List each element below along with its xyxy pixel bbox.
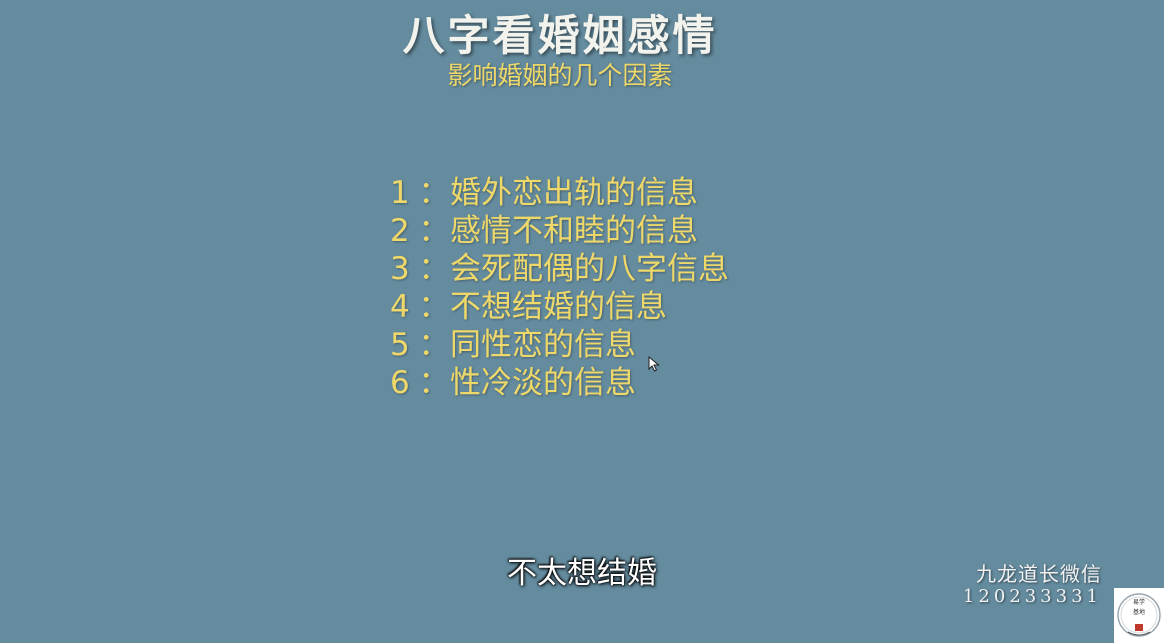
seal-logo-icon: 易学 基地 (1114, 588, 1164, 643)
item-separator: ： (418, 365, 450, 401)
item-number: 5 (390, 327, 410, 363)
slide-title: 八字看婚姻感情 (402, 11, 718, 60)
item-number: 2 (390, 213, 410, 249)
item-separator: ： (418, 251, 450, 287)
item-separator: ： (418, 213, 450, 249)
item-number: 6 (390, 365, 410, 401)
item-number: 1 (390, 175, 410, 211)
subtitle-caption: 不太想结婚 (507, 556, 657, 591)
list-item: 1 ：婚外恋出轨的信息 (390, 174, 729, 212)
item-separator: ： (418, 327, 450, 363)
item-text: 性冷淡的信息 (450, 365, 636, 401)
list-item: 2 ：感情不和睦的信息 (390, 212, 729, 250)
item-text: 同性恋的信息 (450, 327, 636, 363)
watermark-id: 120233331 (962, 586, 1102, 607)
item-separator: ： (418, 289, 450, 325)
watermark-label: 九龙道长微信 (976, 562, 1102, 586)
item-number: 4 (390, 289, 410, 325)
list-item: 6 ：性冷淡的信息 (390, 364, 729, 402)
factor-list: 1 ：婚外恋出轨的信息 2 ：感情不和睦的信息 3 ：会死配偶的八字信息 4 ：不想结婚… (390, 174, 729, 402)
mouse-pointer-icon (648, 355, 660, 372)
list-item: 5 ：同性恋的信息 (390, 326, 729, 364)
item-text: 会死配偶的八字信息 (450, 251, 729, 287)
item-number: 3 (390, 251, 410, 287)
item-separator: ： (418, 175, 450, 211)
item-text: 感情不和睦的信息 (450, 213, 698, 249)
item-text: 不想结婚的信息 (450, 289, 667, 325)
svg-text:易学: 易学 (1133, 598, 1145, 606)
item-text: 婚外恋出轨的信息 (450, 175, 698, 211)
list-item: 4 ：不想结婚的信息 (390, 288, 729, 326)
svg-text:基地: 基地 (1133, 608, 1145, 616)
list-item: 3 ：会死配偶的八字信息 (390, 250, 729, 288)
slide-subtitle: 影响婚姻的几个因素 (447, 61, 673, 90)
